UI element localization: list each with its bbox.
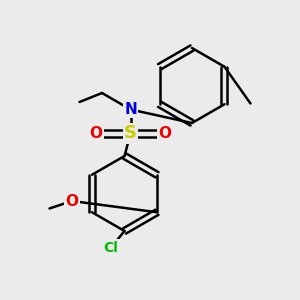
Text: O: O: [65, 194, 79, 208]
Text: S: S: [124, 124, 137, 142]
Text: N: N: [124, 102, 137, 117]
Text: O: O: [158, 126, 172, 141]
Text: O: O: [89, 126, 103, 141]
Text: Cl: Cl: [103, 241, 118, 254]
